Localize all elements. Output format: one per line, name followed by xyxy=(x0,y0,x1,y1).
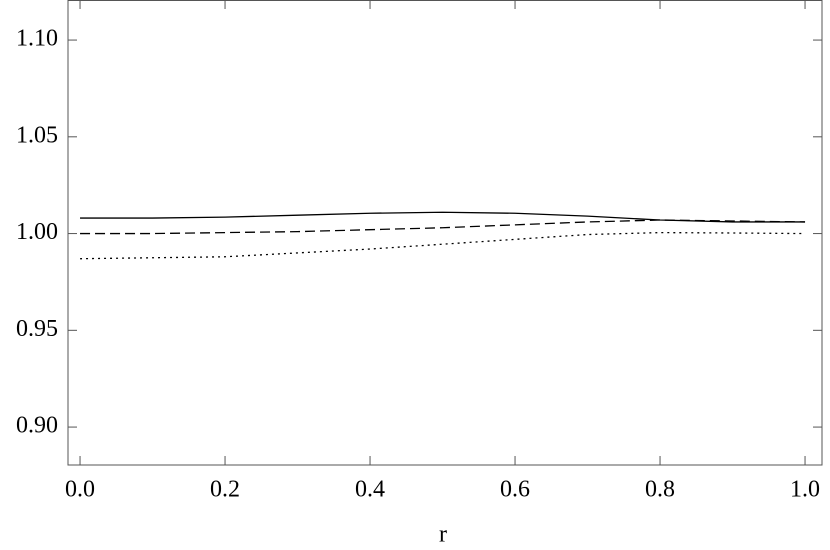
y-tick-label: 1.10 xyxy=(16,26,58,52)
x-tick-label: 1.0 xyxy=(790,477,820,503)
x-axis-label: r xyxy=(439,522,447,548)
x-tick-label: 0.0 xyxy=(65,477,95,503)
plot-frame xyxy=(67,0,823,466)
x-tick-label: 0.6 xyxy=(500,477,530,503)
x-tick-label: 0.2 xyxy=(210,477,240,503)
x-tick-label: 0.4 xyxy=(355,477,385,503)
x-tick-label: 0.8 xyxy=(645,477,675,503)
y-tick-label: 0.90 xyxy=(16,413,58,439)
series-line xyxy=(80,219,806,235)
series-line xyxy=(80,231,806,260)
y-tick-label: 1.05 xyxy=(16,122,58,148)
y-tick-label: 1.00 xyxy=(16,219,58,245)
y-tick-label: 0.95 xyxy=(16,316,58,342)
